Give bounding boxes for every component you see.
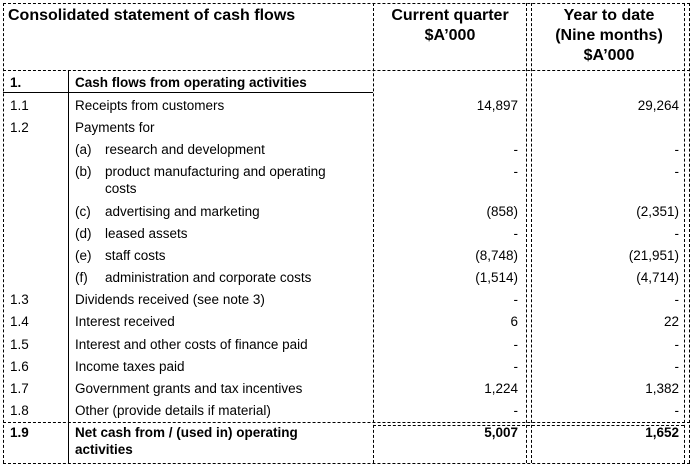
row-label: Net cash from / (used in) operating	[75, 425, 298, 440]
total-top-rule-2	[373, 425, 684, 426]
year-to-date-value: -	[674, 292, 680, 307]
current-quarter-value: -	[513, 337, 519, 352]
left-rule	[3, 3, 4, 463]
year-to-date-value: -	[674, 403, 680, 418]
row-number: 1.6	[10, 359, 29, 374]
label-column-divider	[68, 71, 69, 463]
header-bottom-rule	[3, 70, 690, 71]
row-label: Income taxes paid	[75, 359, 185, 374]
year-to-date-value: -	[674, 337, 680, 352]
row-letter: (a)	[75, 142, 92, 157]
row-label: Interest and other costs of finance paid	[75, 337, 308, 352]
current-quarter-unit: $A’000	[424, 27, 476, 44]
row-label: Other (provide details if material)	[75, 403, 271, 418]
row-label: administration and corporate costs	[105, 270, 312, 285]
year-to-date-value: 1,382	[645, 381, 679, 396]
row-number: 1.9	[10, 425, 29, 440]
row-letter: (f)	[75, 270, 88, 285]
year-to-date-value: -	[674, 359, 680, 374]
current-quarter-value: -	[513, 142, 519, 157]
row-number: 1.1	[10, 98, 29, 113]
row-label-continued: costs	[105, 181, 137, 196]
row-number: 1.	[10, 75, 22, 90]
row-label: Payments for	[75, 120, 155, 135]
row-letter: (e)	[75, 248, 92, 263]
row-number: 1.2	[10, 120, 29, 135]
current-quarter-value: 1,224	[484, 381, 518, 396]
current-quarter-header: Current quarter $A’000	[377, 6, 523, 46]
row-label: advertising and marketing	[105, 204, 260, 219]
row-letter: (b)	[75, 164, 92, 179]
row-label: leased assets	[105, 226, 188, 241]
current-quarter-value: -	[513, 226, 519, 241]
current-quarter-value: -	[513, 292, 519, 307]
current-quarter-value: 14,897	[476, 98, 518, 113]
current-quarter-value: -	[513, 403, 519, 418]
row-label-continued: activities	[75, 442, 133, 457]
bottom-rule	[3, 463, 690, 464]
current-quarter-value: 6	[510, 314, 518, 329]
year-to-date-value: (21,951)	[628, 248, 679, 263]
section-heading-rule	[3, 92, 373, 93]
ytd-column-left-rule	[531, 3, 532, 463]
current-column-right-rule	[526, 3, 527, 463]
year-to-date-period: (Nine months)	[555, 27, 663, 44]
top-rule	[3, 3, 690, 4]
year-to-date-value: (2,351)	[636, 204, 679, 219]
year-to-date-value: 1,652	[645, 425, 679, 440]
current-quarter-value: 5,007	[484, 425, 518, 440]
year-to-date-value: (4,714)	[636, 270, 679, 285]
current-quarter-label: Current quarter	[391, 7, 509, 24]
ytd-column-right-rule	[684, 3, 685, 463]
year-to-date-unit: $A’000	[583, 47, 635, 64]
year-to-date-label: Year to date	[563, 7, 655, 24]
row-letter: (d)	[75, 226, 92, 241]
current-column-left-rule	[373, 3, 374, 463]
current-quarter-value: -	[513, 164, 519, 179]
row-number: 1.8	[10, 403, 29, 418]
row-label: research and development	[105, 142, 265, 157]
row-label: Interest received	[75, 314, 175, 329]
row-label: Receipts from customers	[75, 98, 225, 113]
row-number: 1.3	[10, 292, 29, 307]
year-to-date-value: -	[674, 164, 680, 179]
row-letter: (c)	[75, 204, 91, 219]
row-number: 1.4	[10, 314, 29, 329]
year-to-date-value: -	[674, 226, 680, 241]
year-to-date-header: Year to date (Nine months) $A’000	[531, 6, 687, 66]
year-to-date-value: -	[674, 142, 680, 157]
row-label: Government grants and tax incentives	[75, 381, 303, 396]
row-label: staff costs	[105, 248, 166, 263]
row-label: product manufacturing and operating	[105, 164, 326, 179]
statement-title: Consolidated statement of cash flows	[8, 7, 296, 24]
current-quarter-value: -	[513, 359, 519, 374]
row-number: 1.5	[10, 337, 29, 352]
year-to-date-value: 29,264	[637, 98, 679, 113]
total-top-rule	[3, 422, 690, 423]
right-rule	[689, 3, 690, 463]
year-to-date-value: 22	[663, 314, 679, 329]
current-quarter-value: (8,748)	[475, 248, 518, 263]
current-quarter-value: (858)	[486, 204, 518, 219]
row-label: Cash flows from operating activities	[75, 75, 307, 90]
row-number: 1.7	[10, 381, 29, 396]
row-label: Dividends received (see note 3)	[75, 292, 265, 307]
current-quarter-value: (1,514)	[475, 270, 518, 285]
